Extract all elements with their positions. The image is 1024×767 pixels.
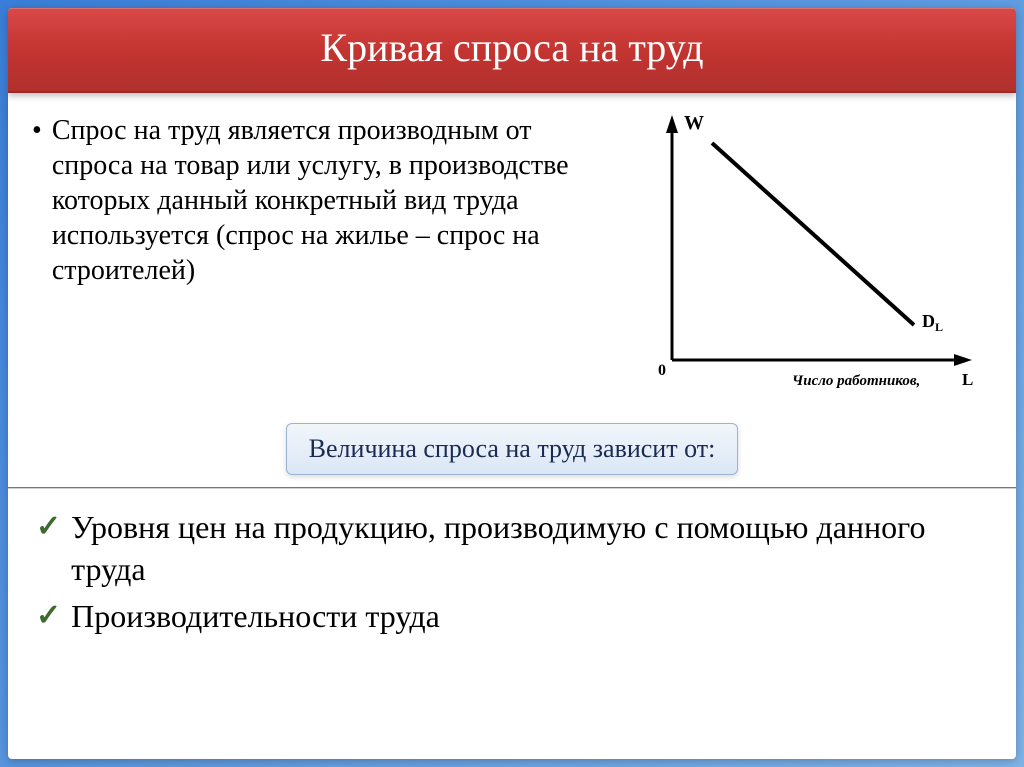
x-axis-arrow-icon [954,354,972,366]
curve-label: DL [922,311,943,334]
list-item-text: Уровня цен на продукцию, производимую с … [71,507,988,590]
x-axis-label: Число работников, [792,373,920,389]
y-axis-label: W [684,112,704,134]
demand-line [712,143,914,325]
list-item: ✓ Производительности труда [36,596,988,638]
origin-label: 0 [658,362,666,379]
demand-curve-chart: W 0 DL Число работников, L [622,113,992,413]
list-item-text: Производительности труда [71,596,440,638]
paragraph-block: • Спрос на труд является производным от … [32,113,606,413]
curve-label-main: D [922,311,935,331]
content-top: • Спрос на труд является производным от … [8,93,1016,488]
paragraph-text: Спрос на труд является производным от сп… [52,113,606,288]
curve-label-sub: L [935,320,943,334]
bullet-row: • Спрос на труд является производным от … [32,113,606,288]
check-icon: ✓ [36,596,61,637]
list-item: ✓ Уровня цен на продукцию, производимую … [36,507,988,590]
check-icon: ✓ [36,507,61,548]
callout-box: Величина спроса на труд зависит от: [286,423,739,475]
content-bottom: ✓ Уровня цен на продукцию, производимую … [8,488,1016,664]
slide-title: Кривая спроса на труд [8,8,1016,93]
bullet-dot-icon: • [32,113,42,288]
y-axis-arrow-icon [666,115,678,133]
chart-svg: W 0 DL Число работников, L [622,105,992,405]
slide: Кривая спроса на труд • Спрос на труд яв… [8,8,1016,759]
x-axis-label-suffix: L [962,370,973,389]
